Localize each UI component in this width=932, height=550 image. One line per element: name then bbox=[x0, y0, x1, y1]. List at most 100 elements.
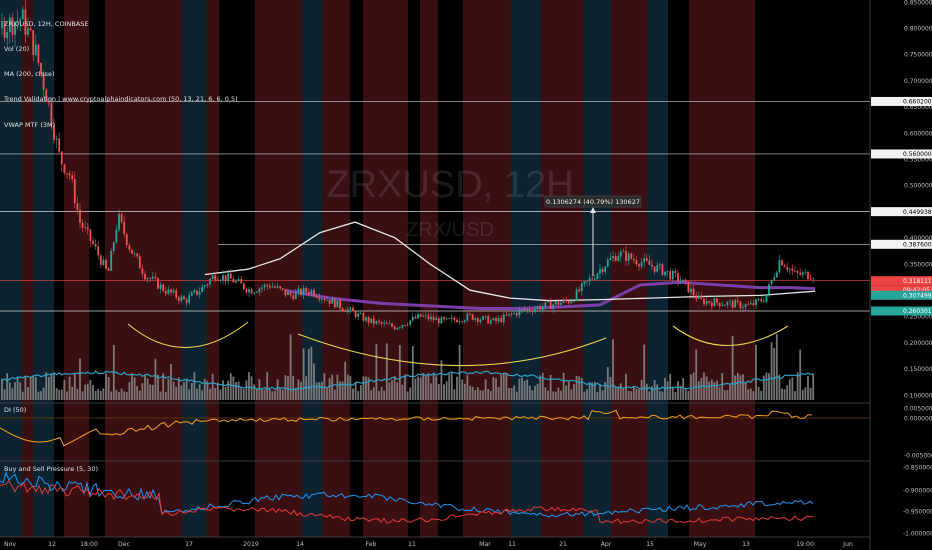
candle-body bbox=[812, 278, 815, 280]
volume-bar bbox=[268, 388, 271, 400]
symbol-title[interactable]: ZRX/USD, 12H, COINBASE bbox=[4, 19, 89, 28]
candle-body bbox=[185, 299, 188, 303]
candle-body bbox=[775, 272, 778, 278]
candle-body bbox=[248, 289, 250, 293]
measure-tool[interactable]: 0.1306274 (40.79%) 130627 bbox=[544, 195, 642, 276]
candle-body bbox=[619, 251, 622, 257]
candle-body bbox=[523, 309, 526, 311]
candle-body bbox=[388, 323, 391, 325]
candle-body bbox=[6, 31, 9, 39]
volume-bar bbox=[687, 390, 690, 400]
volume-bar bbox=[21, 391, 24, 400]
candle-body bbox=[578, 289, 581, 292]
bsp-axis: -0.850000 -0.900000 -0.950000 -1.000000 bbox=[903, 464, 932, 537]
volume-bar bbox=[466, 375, 469, 400]
volume-bar bbox=[136, 385, 139, 400]
candle-body bbox=[674, 271, 677, 274]
candle-body bbox=[42, 73, 45, 90]
candle-body bbox=[29, 28, 32, 31]
candle-body bbox=[448, 318, 451, 319]
candle-body bbox=[8, 17, 11, 32]
candle-body bbox=[627, 253, 630, 261]
di-pane-title[interactable]: DI (50) bbox=[4, 406, 27, 414]
candle-body bbox=[305, 288, 308, 293]
volume-bar bbox=[73, 373, 76, 400]
left-arc[interactable] bbox=[127, 321, 249, 349]
indicator-vwap[interactable]: VWAP MTF (3M) bbox=[4, 120, 56, 129]
candle-body bbox=[515, 313, 518, 316]
candle-body bbox=[716, 298, 718, 303]
indicator-volume[interactable]: Vol (20) bbox=[4, 45, 30, 54]
volume-bar bbox=[378, 390, 380, 400]
volume-bar bbox=[430, 383, 432, 400]
candle-body bbox=[183, 296, 185, 300]
volume-bar bbox=[203, 378, 206, 400]
volume-bar bbox=[765, 372, 768, 400]
right-arc[interactable] bbox=[672, 325, 789, 347]
volume-bar bbox=[133, 377, 136, 400]
volume-bar bbox=[554, 391, 557, 400]
middle-arc[interactable] bbox=[297, 333, 607, 367]
volume-bar bbox=[653, 380, 656, 400]
volume-bar bbox=[172, 381, 175, 400]
time-tick-label: Apr bbox=[601, 541, 612, 548]
price-label-box bbox=[871, 239, 932, 249]
candle-body bbox=[664, 271, 666, 276]
volume-bar bbox=[424, 374, 427, 400]
candle-body bbox=[250, 289, 253, 294]
rounded-bottom-arcs[interactable] bbox=[127, 321, 789, 367]
price-candles[interactable] bbox=[1, 0, 815, 331]
price-label-box bbox=[871, 149, 932, 159]
candle-body bbox=[765, 294, 768, 302]
volume-bar bbox=[755, 344, 757, 400]
time-tick-label: 11 bbox=[408, 541, 416, 548]
volume-bar bbox=[352, 388, 354, 400]
candle-body bbox=[679, 281, 682, 282]
candle-body bbox=[349, 307, 352, 310]
indicator-ma200[interactable]: MA (200, close) bbox=[4, 70, 55, 79]
volume-bar bbox=[453, 389, 456, 400]
candle-body bbox=[157, 278, 159, 289]
horizontal-levels[interactable] bbox=[0, 101, 870, 312]
volume-bar bbox=[786, 385, 789, 400]
candle-body bbox=[398, 327, 401, 329]
candle-body bbox=[617, 256, 620, 261]
time-axis[interactable]: Nov 12 18:00 Dec 17 2019 14 Feb 11 Mar 11 21 Apr 15 Ma… bbox=[4, 541, 853, 548]
candle-body bbox=[638, 264, 640, 267]
volume-bar bbox=[170, 364, 172, 400]
candle-body bbox=[708, 300, 711, 303]
candle-body bbox=[809, 278, 812, 280]
volume-bar bbox=[791, 377, 794, 400]
bsp-pane-title[interactable]: Buy and Sell Pressure (5, 30) bbox=[4, 465, 99, 473]
volume-bar bbox=[502, 373, 505, 400]
volume-bar bbox=[125, 391, 128, 400]
candle-body bbox=[27, 28, 29, 35]
bsp-blue-line bbox=[0, 471, 814, 518]
candle-body bbox=[419, 314, 422, 317]
volume-bar bbox=[185, 379, 188, 400]
volume-bar bbox=[102, 388, 105, 400]
volume-bar bbox=[710, 379, 713, 400]
candle-body bbox=[235, 280, 237, 283]
volume-bar bbox=[721, 373, 724, 400]
candle-body bbox=[209, 279, 211, 285]
volume-bar bbox=[131, 373, 133, 400]
volume-bar bbox=[344, 361, 347, 400]
candle-body bbox=[125, 234, 128, 246]
time-tick-label: 17 bbox=[185, 541, 193, 548]
candle-body bbox=[141, 268, 144, 274]
indicator-trend-validation[interactable]: Trend Validation | www.cryptoalphaindica… bbox=[4, 95, 238, 104]
volume-bar bbox=[549, 374, 552, 400]
volume-bar bbox=[599, 384, 601, 400]
volume-bar bbox=[138, 390, 141, 400]
volume-bar bbox=[775, 333, 778, 400]
candle-body bbox=[752, 303, 755, 306]
volume-bar bbox=[318, 382, 321, 400]
candle-body bbox=[484, 316, 487, 317]
candle-body bbox=[469, 313, 471, 315]
volume-bar bbox=[34, 377, 37, 400]
